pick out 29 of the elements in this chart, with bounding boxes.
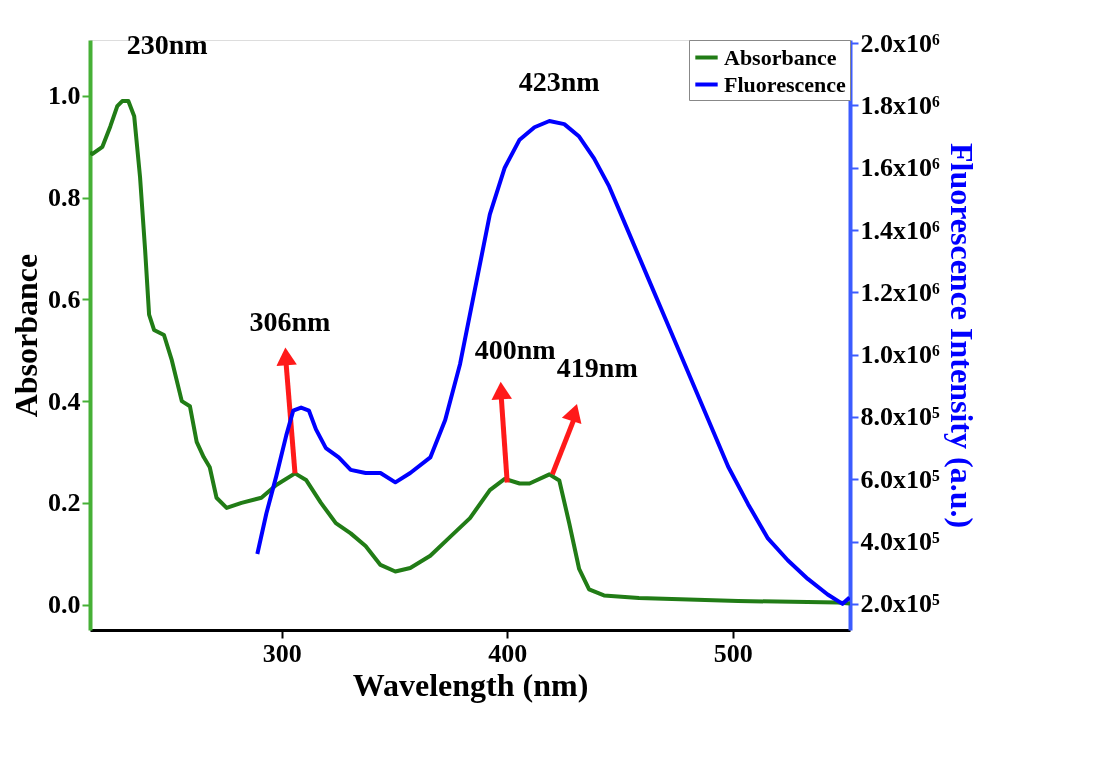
x-tick-label: 300 [262, 638, 302, 668]
y2-tick-label: 1.0x10⁶ [860, 340, 940, 370]
annotation: 400nm [474, 333, 556, 365]
x-axis-title: Wavelength (nm) [352, 666, 589, 703]
annotation: 230nm [126, 29, 208, 61]
y2-axis-title: Fluorescence Intensity (a.u.) [943, 142, 980, 529]
y2-tick-label: 1.4x10⁶ [860, 215, 940, 245]
legend-label: Fluorescence [724, 71, 847, 97]
y2-tick-label: 2.0x10⁶ [860, 28, 940, 58]
y-tick-label: 0.2 [48, 488, 81, 518]
y2-tick-label: 1.8x10⁶ [860, 90, 940, 120]
y2-tick-label: 2.0x10⁵ [860, 589, 940, 619]
y-tick-label: 0.8 [48, 183, 81, 213]
y2-tick-label: 1.6x10⁶ [860, 153, 940, 183]
y2-tick-label: 4.0x10⁵ [860, 527, 940, 557]
y-tick-label: 1.0 [48, 81, 81, 111]
legend-label: Absorbance [724, 44, 837, 70]
annotation: 306nm [249, 306, 331, 338]
y-tick-label: 0.6 [48, 284, 81, 314]
y2-tick-label: 6.0x10⁵ [860, 464, 940, 494]
annotation: 419nm [556, 352, 638, 384]
x-tick-label: 400 [488, 638, 528, 668]
x-tick-label: 500 [713, 638, 753, 668]
y2-tick-label: 1.2x10⁶ [860, 277, 940, 307]
y-tick-label: 0.0 [48, 590, 81, 620]
y-tick-label: 0.4 [48, 386, 81, 416]
annotation: 423nm [518, 66, 600, 98]
y-axis-title: Absorbance [8, 253, 44, 418]
y2-tick-label: 8.0x10⁵ [860, 402, 940, 432]
